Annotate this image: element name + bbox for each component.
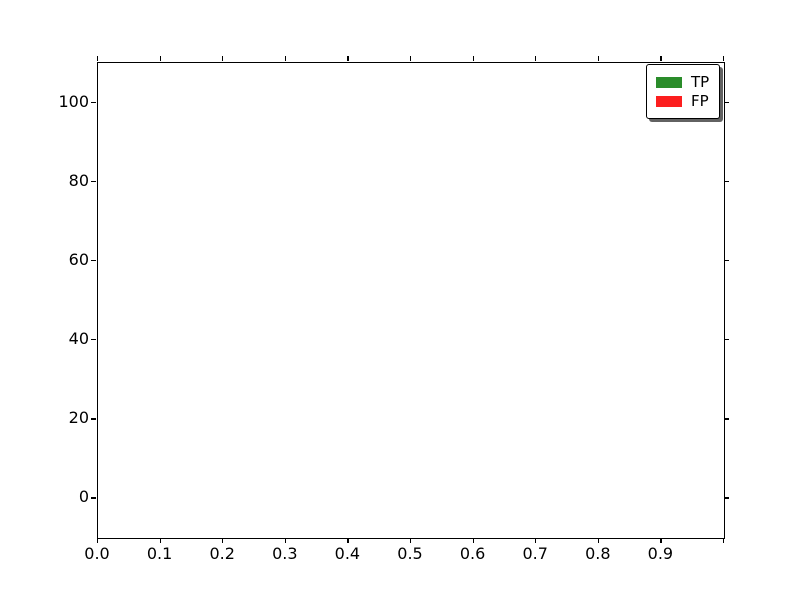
- y-tick-right: [724, 497, 729, 499]
- x-tick: [723, 538, 725, 543]
- x-tick: [284, 538, 287, 543]
- x-tick-top: [472, 56, 474, 61]
- x-tick: [159, 538, 161, 543]
- x-tick-label: 0.5: [397, 544, 423, 563]
- legend: TP FP: [646, 64, 721, 119]
- y-tick: [91, 101, 96, 103]
- y-tick-right: [724, 259, 729, 262]
- x-tick-label: 0.6: [459, 544, 486, 563]
- x-tick-top: [410, 56, 412, 61]
- x-tick: [535, 538, 537, 543]
- plot-area: [97, 62, 725, 539]
- x-tick: [597, 538, 600, 543]
- x-tick: [347, 538, 349, 543]
- y-tick-label: 60: [68, 249, 89, 269]
- legend-item: TP: [656, 74, 709, 90]
- x-tick-label: 0.1: [146, 544, 173, 563]
- x-tick-top: [597, 56, 600, 61]
- x-tick-label: 0.8: [585, 544, 611, 563]
- x-tick-top: [159, 56, 161, 61]
- y-tick-label: 100: [58, 91, 89, 111]
- y-tick-label: 0: [78, 487, 89, 507]
- y-tick-label: 20: [68, 408, 89, 428]
- y-tick: [91, 418, 96, 420]
- x-tick-top: [723, 56, 725, 61]
- x-tick-top: [347, 56, 349, 61]
- y-tick-label: 80: [68, 170, 89, 190]
- y-tick: [91, 180, 96, 183]
- tp-swatch-icon: [656, 76, 682, 88]
- x-tick: [472, 538, 474, 543]
- x-tick: [410, 538, 412, 543]
- y-tick-right: [724, 339, 729, 341]
- x-tick: [660, 538, 662, 543]
- y-tick: [91, 339, 96, 341]
- x-tick-label: 0.9: [647, 544, 674, 563]
- y-tick: [91, 497, 96, 499]
- x-tick-label: 0.2: [209, 544, 235, 563]
- legend-label: FP: [691, 92, 709, 110]
- legend-label: TP: [691, 73, 710, 91]
- x-tick: [97, 538, 99, 543]
- x-tick-top: [222, 56, 224, 61]
- y-tick-right: [724, 418, 729, 420]
- y-tick-right: [724, 101, 729, 103]
- x-tick-label: 0.4: [334, 544, 361, 563]
- y-tick: [91, 259, 96, 262]
- y-tick-label: 40: [68, 329, 89, 349]
- x-tick-label: 0.3: [272, 544, 298, 563]
- legend-item: FP: [656, 93, 709, 109]
- x-tick-label: 0.7: [522, 544, 548, 563]
- x-tick-top: [284, 56, 287, 61]
- x-tick-top: [97, 56, 99, 61]
- fp-swatch-icon: [656, 95, 682, 107]
- x-tick-top: [660, 56, 662, 61]
- x-tick-label: 0.0: [84, 544, 110, 563]
- x-tick-top: [535, 56, 537, 61]
- y-tick-right: [724, 180, 729, 183]
- x-tick: [222, 538, 224, 543]
